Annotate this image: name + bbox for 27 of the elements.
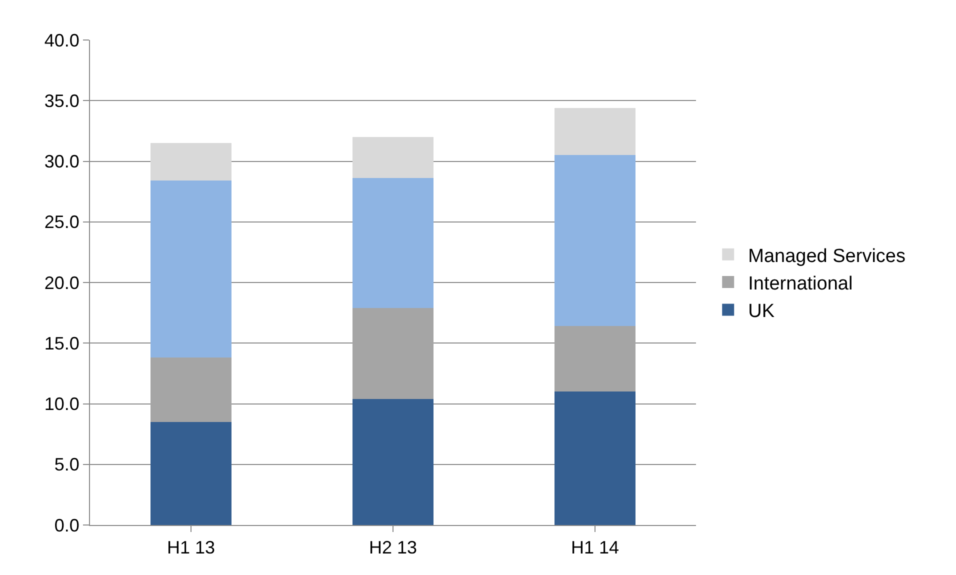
legend-label: Managed Services xyxy=(748,246,906,267)
bar xyxy=(150,143,232,181)
bar xyxy=(554,155,636,326)
bar xyxy=(554,392,636,525)
bar xyxy=(150,422,232,525)
y-tick-label: 40.0 xyxy=(44,30,80,50)
y-tick-label: 20.0 xyxy=(44,272,80,293)
y-tick-label: 5.0 xyxy=(54,454,80,475)
bar xyxy=(352,398,434,525)
x-tick-label: H1 14 xyxy=(570,538,620,558)
legend-label: UK xyxy=(748,301,775,322)
legend-label: International xyxy=(748,273,853,294)
x-tick-label: H1 13 xyxy=(166,538,216,558)
y-tick-label: 30.0 xyxy=(44,152,80,172)
bar xyxy=(352,178,434,308)
bar xyxy=(150,180,232,358)
bar xyxy=(150,358,232,422)
bar xyxy=(554,326,636,392)
bar xyxy=(554,108,636,156)
y-tick-label: 10.0 xyxy=(44,394,80,414)
bar xyxy=(352,308,434,399)
x-tick-label: H2 13 xyxy=(368,538,418,558)
bar xyxy=(352,137,434,178)
y-tick-label: 25.0 xyxy=(44,212,80,232)
y-tick-label: 15.0 xyxy=(44,333,80,354)
y-tick-label: 0.0 xyxy=(54,515,80,536)
y-tick-label: 35.0 xyxy=(44,90,80,111)
